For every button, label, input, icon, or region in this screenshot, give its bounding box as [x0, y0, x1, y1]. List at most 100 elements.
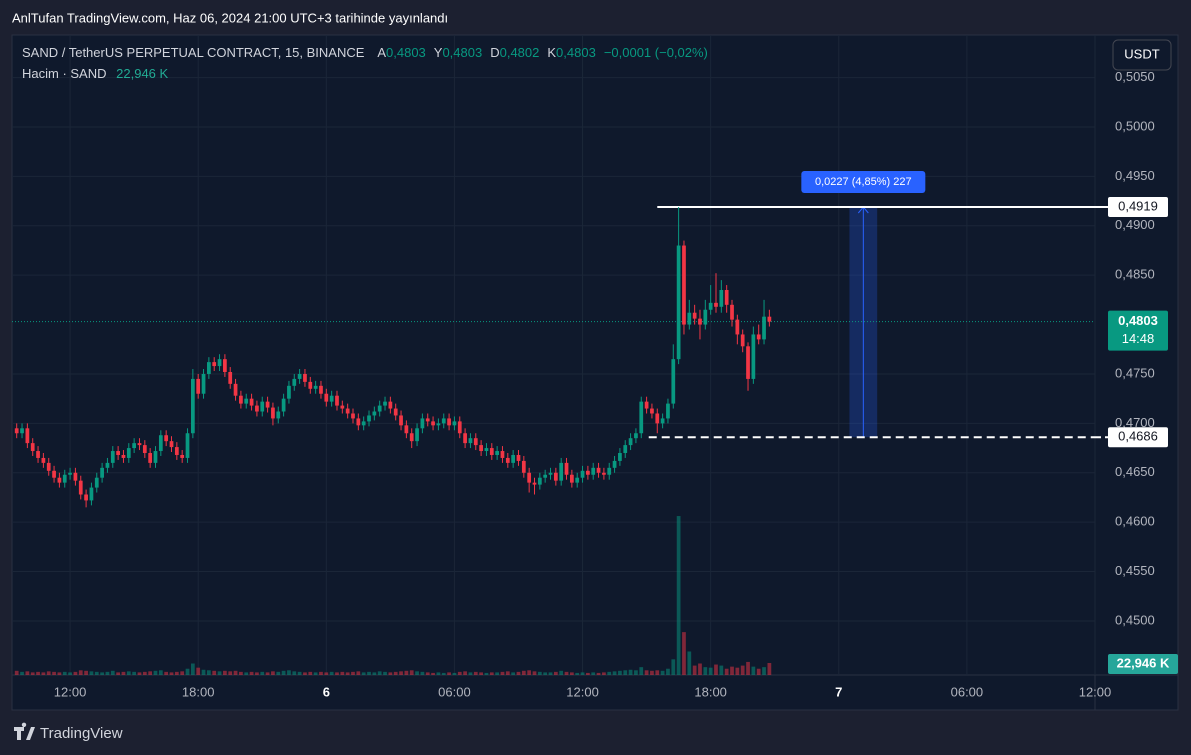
- volume-axis-label: 22,946 K: [1117, 655, 1170, 670]
- x-tick-label: 18:00: [182, 684, 215, 699]
- candle-body: [100, 467, 104, 478]
- candle-body: [447, 418, 451, 426]
- candle-body: [767, 316, 772, 322]
- volume-bar: [735, 667, 740, 675]
- volume-bar: [484, 672, 489, 675]
- candle-body: [271, 407, 275, 419]
- volume-bar: [692, 665, 697, 675]
- volume-bar: [393, 671, 398, 675]
- volume-bar: [628, 669, 633, 675]
- volume-bar: [756, 668, 761, 675]
- axes: 0,5050 0,5000 0,4950 0,4900 0,4850 0,4750 0,47…: [54, 69, 1155, 699]
- candle-body: [634, 433, 638, 439]
- volume-bar: [78, 670, 83, 675]
- candle-body: [735, 319, 740, 335]
- candle-body: [650, 408, 654, 414]
- volume-bar: [196, 667, 201, 675]
- readout-value: 0,4803: [442, 45, 482, 60]
- volume-bar: [457, 671, 462, 675]
- candle-body: [575, 477, 580, 483]
- candle-body: [639, 401, 644, 434]
- candle-body: [361, 421, 366, 426]
- readout-value: 0,4802: [500, 45, 540, 60]
- candle-body: [137, 443, 142, 446]
- candle-body: [404, 425, 409, 434]
- volume-bar: [340, 671, 345, 675]
- candle-body: [623, 445, 628, 454]
- currency-button-frame[interactable]: [1112, 39, 1172, 71]
- candle-body: [618, 453, 622, 461]
- price-label: 0,4919: [1118, 198, 1158, 213]
- volume-bar: [313, 672, 318, 675]
- volume-label-box: [1108, 654, 1178, 674]
- readout-value: 0,4803: [386, 45, 426, 60]
- volume-bar: [228, 671, 233, 675]
- volume-bar: [655, 670, 660, 675]
- readout-key: Y: [434, 45, 443, 60]
- candle-body: [714, 302, 718, 307]
- candle-body: [329, 395, 334, 402]
- candle-body: [281, 398, 286, 412]
- volume-bar: [644, 670, 649, 675]
- candle-body: [303, 373, 307, 382]
- candle-body: [756, 334, 761, 340]
- candle-body: [687, 312, 692, 325]
- readout-key: K: [547, 45, 556, 60]
- readout-key: D: [490, 45, 499, 60]
- candle-body: [473, 438, 478, 446]
- volume-bar: [153, 670, 158, 675]
- candle-body: [425, 418, 430, 422]
- candle-body: [233, 383, 238, 396]
- volume-bar: [36, 671, 40, 675]
- volume-bar: [495, 672, 499, 675]
- volume-bar: [126, 671, 131, 675]
- readout-key: A: [377, 45, 386, 60]
- last-price-label: 0,4803: [1118, 313, 1158, 328]
- currency-label[interactable]: USDT: [1124, 46, 1159, 61]
- price-label-box: [1108, 427, 1168, 448]
- volume-bar: [239, 671, 243, 675]
- volume-bar: [463, 671, 467, 675]
- volume-bar: [553, 671, 558, 675]
- candle-body: [559, 462, 564, 481]
- y-tick-label: 0,5000: [1115, 118, 1155, 133]
- volume-bar: [564, 671, 569, 675]
- candle-body: [548, 472, 553, 475]
- volume-bar: [20, 671, 24, 675]
- candle-body: [740, 334, 745, 347]
- candle-body: [655, 413, 660, 424]
- countdown-label: 14:48: [1122, 331, 1155, 346]
- candle-body: [660, 418, 665, 424]
- logo-icon: [14, 722, 35, 740]
- y-tick-label: 0,4750: [1115, 365, 1155, 380]
- candle-body: [596, 467, 601, 473]
- candle-body: [607, 467, 612, 475]
- volume-bar: [425, 672, 430, 675]
- candle-body: [244, 398, 249, 404]
- candle-body: [207, 362, 211, 374]
- volume-bar: [682, 632, 686, 675]
- candle-body: [121, 454, 126, 458]
- candle-body: [153, 451, 158, 463]
- candle-body: [367, 415, 371, 422]
- currency-button[interactable]: USDT: [1112, 39, 1172, 71]
- x-tick-label: 6: [323, 684, 330, 699]
- volume-bar: [174, 671, 179, 675]
- volume-bar: [303, 672, 307, 675]
- volume-bar: [415, 671, 419, 675]
- candle-body: [724, 289, 729, 305]
- volume-bar: [73, 671, 78, 675]
- legend: SAND / TetherUS PERPETUAL CONTRACT, 15, …: [22, 45, 708, 81]
- candle-body: [521, 460, 526, 473]
- candle-body: [372, 411, 377, 416]
- volume-bar: [335, 672, 339, 675]
- candle-body: [393, 408, 398, 416]
- volume-bar: [746, 661, 750, 675]
- volume-bar: [767, 663, 772, 675]
- volume-bar: [52, 671, 56, 675]
- volume-bar: [142, 671, 147, 675]
- candle-body: [730, 304, 734, 320]
- volume-title: Hacim · SAND: [22, 66, 107, 81]
- volume-bar: [724, 668, 729, 675]
- candle-body: [569, 474, 574, 483]
